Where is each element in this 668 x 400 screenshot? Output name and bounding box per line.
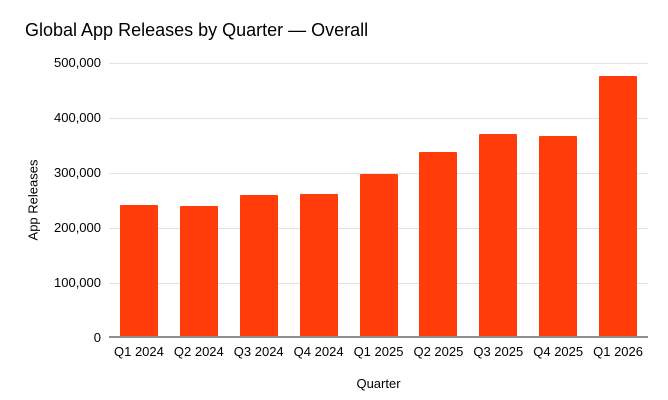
bar-q4-2025 — [539, 136, 578, 336]
bar-slot — [408, 63, 468, 336]
x-tick-label: Q1 2025 — [353, 344, 404, 359]
x-axis-title: Quarter — [356, 376, 401, 391]
bar-q4-2024 — [299, 194, 338, 336]
bar-slot — [289, 63, 349, 336]
x-axis-ticks: Q1 2024 Q2 2024 Q3 2024 Q4 2024 Q1 2025 Q2 20… — [109, 344, 648, 359]
gridline — [109, 173, 648, 174]
bar-slot — [109, 63, 169, 336]
bar-q3-2024 — [239, 195, 278, 336]
x-tick-label: Q2 2025 — [413, 344, 464, 359]
bar-q1-2026 — [599, 76, 638, 336]
bars-layer — [109, 63, 648, 336]
bar-q1-2024 — [119, 205, 158, 336]
x-tick-label: Q1 2026 — [593, 344, 643, 359]
y-tick-label: 200,000 — [54, 220, 101, 235]
bar-q2-2024 — [179, 206, 218, 336]
x-tick-label: Q4 2025 — [533, 344, 584, 359]
bar-slot — [528, 63, 588, 336]
bar-q3-2025 — [479, 134, 518, 336]
y-tick-label: 300,000 — [54, 165, 101, 180]
bar-slot — [468, 63, 528, 336]
y-tick-label: 100,000 — [54, 275, 101, 290]
plot-area — [109, 63, 648, 338]
bar-slot — [229, 63, 289, 336]
x-tick-label: Q2 2024 — [173, 344, 224, 359]
chart-title: Global App Releases by Quarter — Overall — [25, 20, 369, 40]
bar-slot — [169, 63, 229, 336]
y-tick-label: 400,000 — [54, 110, 101, 125]
y-tick-label: 500,000 — [54, 55, 101, 70]
bar-slot — [588, 63, 648, 336]
gridline — [109, 118, 648, 119]
bar-slot — [349, 63, 409, 336]
x-tick-label: Q3 2024 — [233, 344, 284, 359]
y-tick-label: 0 — [93, 330, 101, 345]
x-tick-label: Q3 2025 — [473, 344, 524, 359]
bar-q2-2025 — [419, 151, 458, 336]
gridline — [109, 63, 648, 64]
x-tick-label: Q1 2024 — [114, 344, 164, 359]
bar-q1-2025 — [359, 174, 398, 336]
x-tick-label: Q4 2024 — [293, 344, 344, 359]
